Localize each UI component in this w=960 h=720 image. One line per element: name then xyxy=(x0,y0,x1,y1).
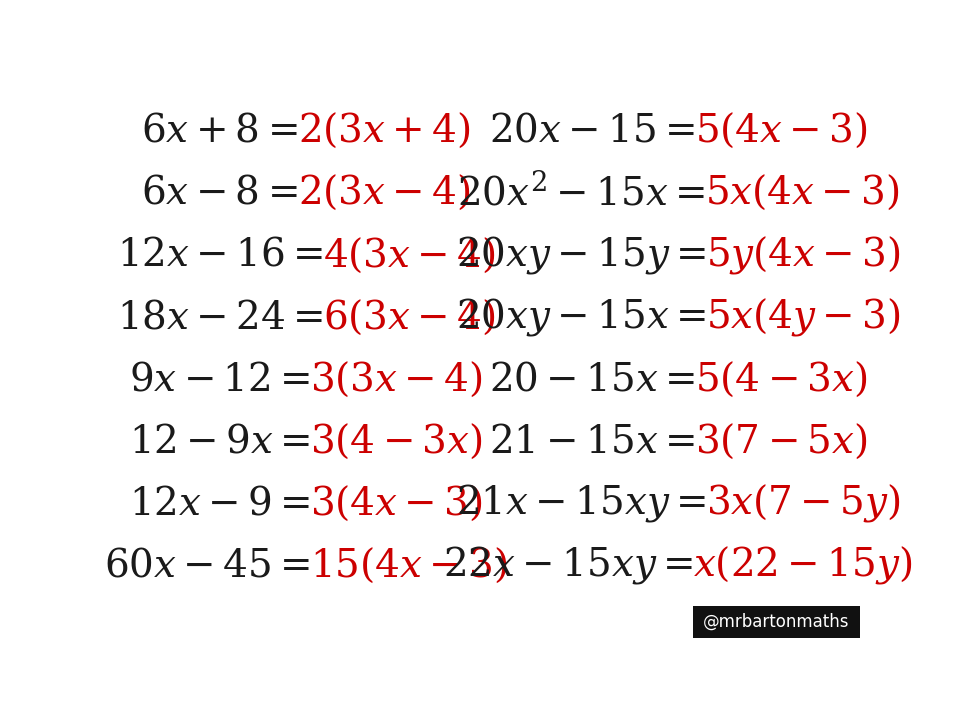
Text: $12 - 9x = $: $12 - 9x = $ xyxy=(129,422,310,460)
Text: $x(22 - 15y)$: $x(22 - 15y)$ xyxy=(693,544,913,586)
Text: $5(4 - 3x)$: $5(4 - 3x)$ xyxy=(695,359,868,399)
Text: $2(3x + 4)$: $2(3x + 4)$ xyxy=(298,111,470,150)
Text: $21 - 15x = $: $21 - 15x = $ xyxy=(489,422,695,460)
Text: $3(3x - 4)$: $3(3x - 4)$ xyxy=(310,359,483,399)
Text: @mrbartonmaths: @mrbartonmaths xyxy=(704,613,850,631)
Text: $12x - 9 = $: $12x - 9 = $ xyxy=(129,485,310,522)
Text: $20x - 15 = $: $20x - 15 = $ xyxy=(489,112,695,150)
Text: $20x^2 - 15x = $: $20x^2 - 15x = $ xyxy=(457,174,705,212)
Text: $9x - 12 = $: $9x - 12 = $ xyxy=(129,360,310,398)
Text: $3(4 - 3x)$: $3(4 - 3x)$ xyxy=(310,422,483,461)
FancyBboxPatch shape xyxy=(693,606,860,638)
Text: $5y(4x - 3)$: $5y(4x - 3)$ xyxy=(706,234,900,276)
Text: $20xy - 15y = $: $20xy - 15y = $ xyxy=(456,234,706,276)
Text: $60x - 45 = $: $60x - 45 = $ xyxy=(105,546,310,585)
Text: $5x(4y - 3)$: $5x(4y - 3)$ xyxy=(706,296,900,338)
Text: $18x - 24 = $: $18x - 24 = $ xyxy=(116,298,323,336)
Text: $4(3x - 4)$: $4(3x - 4)$ xyxy=(323,235,495,274)
Text: $15(4x - 3)$: $15(4x - 3)$ xyxy=(310,546,508,585)
Text: $20 - 15x = $: $20 - 15x = $ xyxy=(489,360,695,398)
Text: $5x(4x - 3)$: $5x(4x - 3)$ xyxy=(705,174,900,212)
Text: $22x - 15xy = $: $22x - 15xy = $ xyxy=(444,544,693,586)
Text: $20xy - 15x = $: $20xy - 15x = $ xyxy=(456,296,706,338)
Text: $6(3x - 4)$: $6(3x - 4)$ xyxy=(323,297,495,337)
Text: $3(7 - 5x)$: $3(7 - 5x)$ xyxy=(695,422,868,461)
Text: $5(4x - 3)$: $5(4x - 3)$ xyxy=(695,111,868,150)
Text: $6x - 8 = $: $6x - 8 = $ xyxy=(141,174,298,212)
Text: $12x - 16 = $: $12x - 16 = $ xyxy=(116,236,323,274)
Text: $6x + 8 = $: $6x + 8 = $ xyxy=(141,112,298,150)
Text: $21x - 15xy = $: $21x - 15xy = $ xyxy=(456,482,706,524)
Text: $3x(7 - 5y)$: $3x(7 - 5y)$ xyxy=(706,482,900,524)
Text: $3(4x - 3)$: $3(4x - 3)$ xyxy=(310,484,483,523)
Text: $2(3x - 4)$: $2(3x - 4)$ xyxy=(298,174,470,212)
